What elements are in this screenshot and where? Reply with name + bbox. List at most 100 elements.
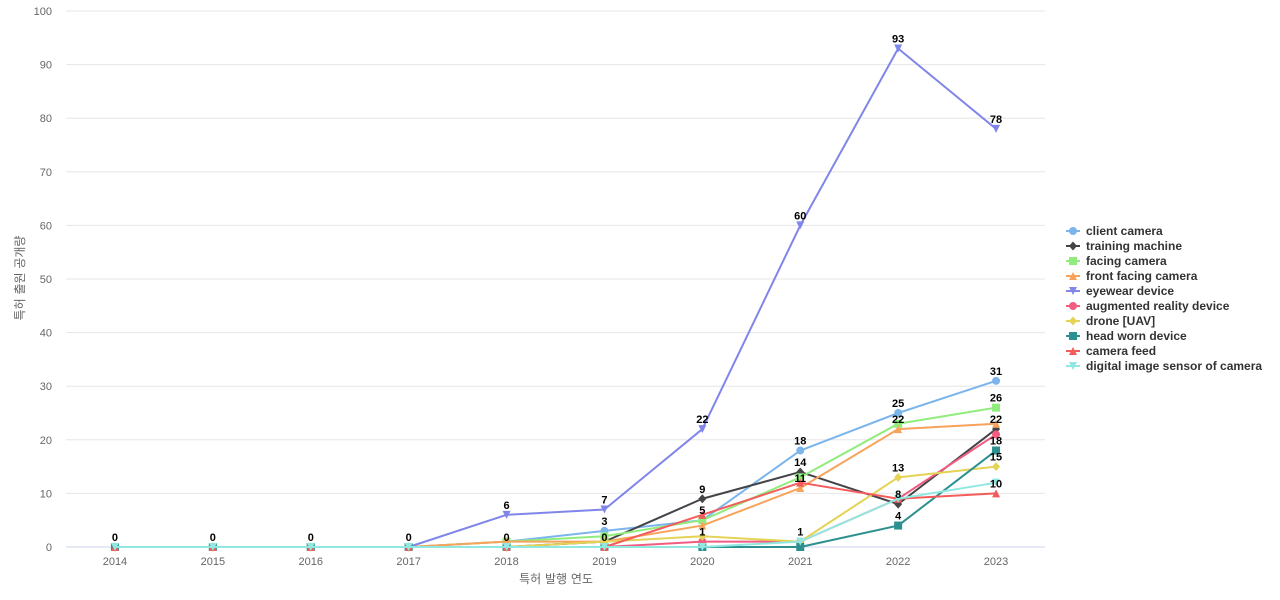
data-label: 9 [699,484,705,496]
data-point [992,446,1001,455]
data-point [894,521,903,530]
data-point [698,510,707,519]
data-label: 6 [503,500,509,512]
legend-item[interactable]: augmented reality device [1066,299,1230,313]
data-label: 31 [990,366,1002,378]
x-tick-label: 2016 [299,556,323,568]
data-point [698,531,707,541]
data-point [894,425,903,434]
series-line [113,481,998,548]
x-tick-label: 2023 [984,556,1008,568]
data-label: 0 [406,532,412,544]
legend-label: augmented reality device [1086,299,1230,313]
data-label: 18 [794,436,806,448]
x-tick-label: 2021 [788,556,812,568]
y-tick-label: 40 [40,328,52,340]
legend-label: client camera [1086,224,1163,238]
x-axis-ticks: 2014 2015 2016 2017 2018 2019 2020 2021 2022 2023 [103,556,1009,568]
x-tick-label: 2022 [886,556,910,568]
data-label: 0 [308,532,314,544]
series-line [113,465,998,548]
legend-item[interactable]: client camera [1066,224,1163,238]
legend-label: drone [UAV] [1086,314,1155,328]
data-point [208,543,217,551]
legend-item[interactable]: camera feed [1066,344,1156,358]
y-tick-label: 80 [40,113,52,125]
series-line [113,428,998,548]
data-label: 0 [112,532,118,544]
legend-marker [1069,362,1077,370]
legend-marker [1069,347,1077,355]
legend-item[interactable]: training machine [1066,239,1182,253]
legend-marker [1069,241,1077,251]
legend-label: facing camera [1086,254,1167,268]
data-label: 18 [990,436,1002,448]
data-point [992,462,1001,472]
series-line [113,47,998,548]
data-label: 22 [696,414,708,426]
data-label: 22 [990,414,1002,426]
data-label: 13 [892,462,904,474]
legend-label: front facing camera [1086,269,1198,283]
data-label: 0 [601,532,607,544]
y-tick-label: 10 [40,488,52,500]
legend-marker [1069,272,1077,280]
legend-label: digital image sensor of camera [1086,359,1262,373]
y-tick-label: 0 [46,542,52,554]
gridlines [66,10,1045,494]
data-point [600,543,609,551]
data-label: 15 [990,452,1002,464]
legend-item[interactable]: digital image sensor of camera [1066,359,1262,373]
data-point [992,376,1001,385]
y-tick-label: 30 [40,381,52,393]
data-point [796,537,805,546]
data-label: 1 [699,527,705,539]
series-group [110,44,1001,552]
data-point [698,494,707,504]
data-label: 1 [797,527,803,539]
legend-item[interactable]: facing camera [1066,254,1167,268]
data-point [698,425,707,434]
data-point [404,543,413,551]
data-label: 14 [794,457,807,469]
series-digital-image-sensor-of-camera [110,478,1001,551]
data-point [992,124,1001,133]
data-point [796,221,805,230]
data-label: 25 [892,398,904,410]
data-point [796,543,805,551]
data-point [894,409,903,417]
legend-label: head worn device [1086,329,1187,343]
data-point [502,510,511,519]
y-tick-label: 100 [34,6,52,18]
legend-item[interactable]: drone [UAV] [1066,314,1155,328]
data-point [894,494,903,503]
data-label: 3 [601,516,607,528]
legend-item[interactable]: head worn device [1066,329,1187,343]
data-point [992,478,1001,487]
legend-marker [1069,332,1077,340]
data-point [698,516,707,525]
data-label: 8 [895,489,901,501]
x-axis-title: 특허 발행 연도 [519,571,593,586]
legend-item[interactable]: eyewear device [1066,284,1174,298]
data-labels: 0 0 0 0607302295160181411193252213847831262… [112,34,1002,544]
y-tick-label: 20 [40,435,52,447]
y-tick-label: 70 [40,167,52,179]
data-point [894,472,903,482]
data-point [306,543,315,551]
legend-label: eyewear device [1086,284,1174,298]
legend-marker [1069,257,1077,265]
data-label: 22 [892,414,904,426]
y-axis-ticks: 0 10 20 30 40 50 60 70 80 90 100 [34,6,52,554]
x-tick-label: 2014 [103,556,127,568]
legend-marker [1069,287,1077,295]
data-label: 7 [601,494,607,506]
x-tick-label: 2020 [690,556,714,568]
y-tick-label: 50 [40,274,52,286]
legend-marker [1069,302,1077,310]
legend-item[interactable]: front facing camera [1066,269,1198,283]
legend-marker [1069,227,1077,235]
data-label: 5 [699,505,705,517]
x-tick-label: 2018 [494,556,518,568]
